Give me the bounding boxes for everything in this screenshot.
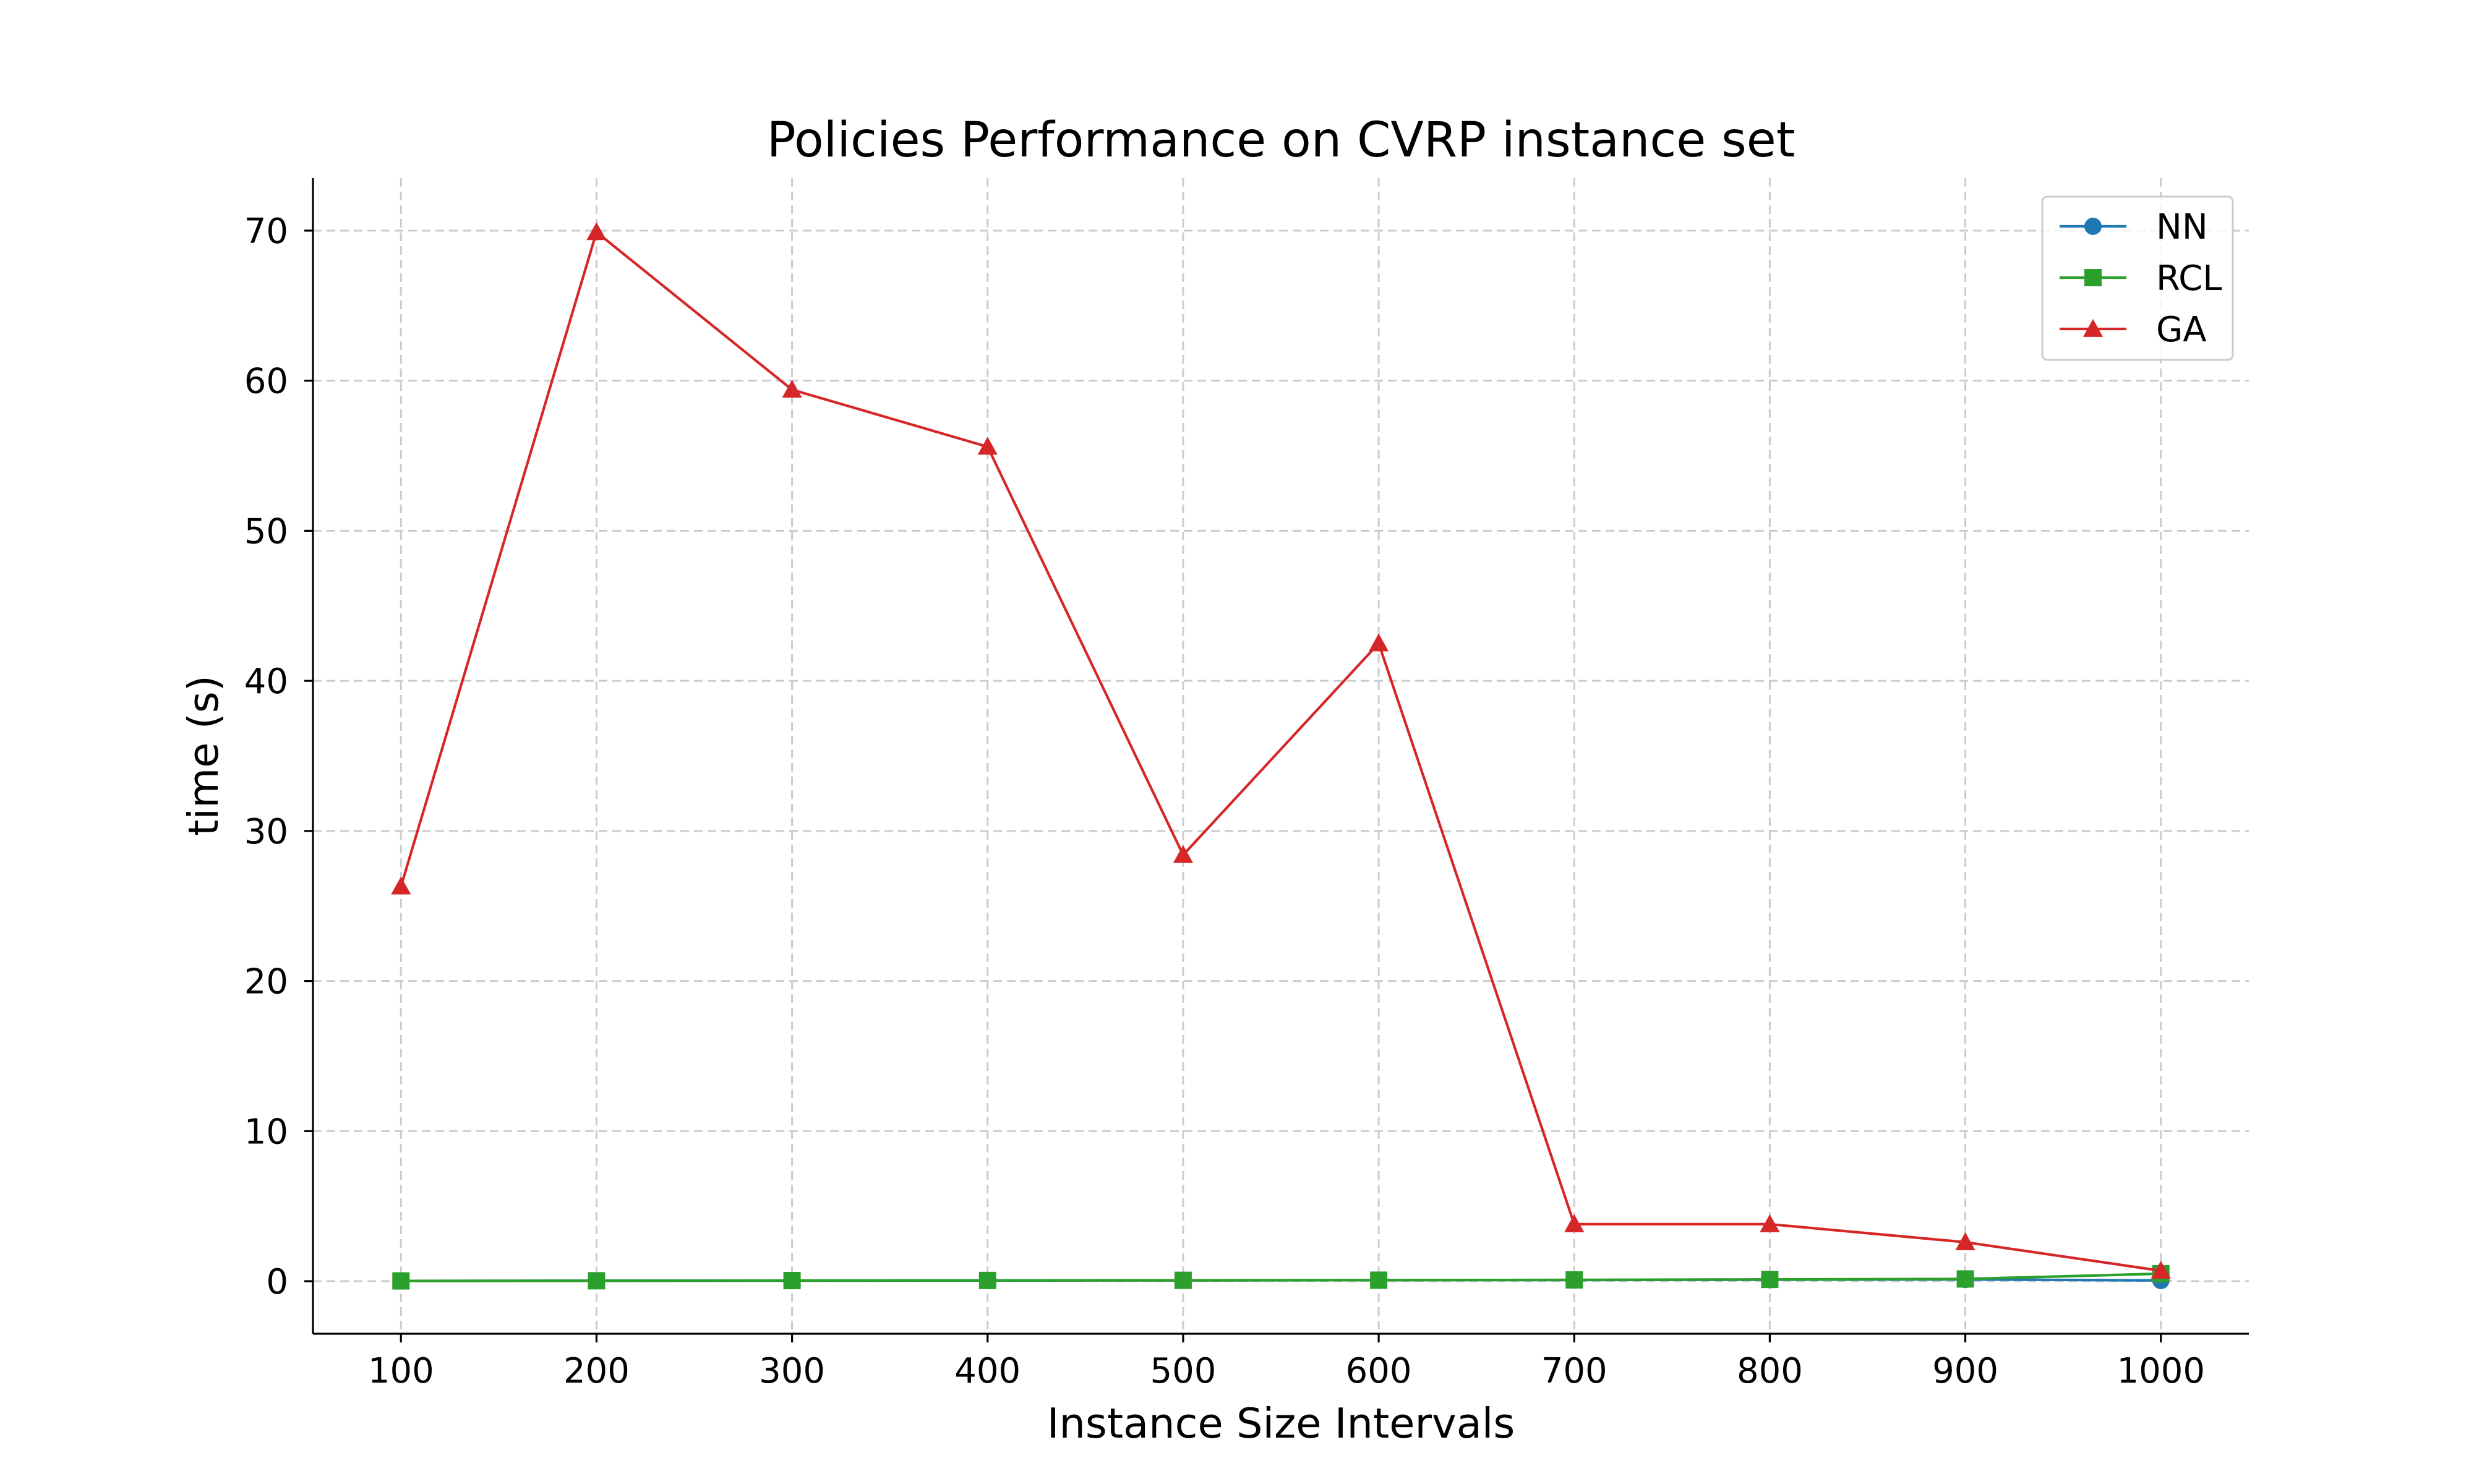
y-tick-label: 70 [244, 211, 288, 252]
series-ga [391, 222, 2171, 1279]
y-tick-label: 0 [266, 1262, 288, 1302]
y-tick-label: 30 [244, 812, 288, 852]
data-point-rcl [588, 1272, 606, 1290]
data-point-rcl [1956, 1270, 1974, 1288]
legend-frame [2041, 195, 2234, 361]
data-point-ga [1368, 633, 1389, 652]
grid [313, 178, 2249, 1334]
legend: NN RCL GA [2041, 195, 2234, 361]
data-point-ga [2151, 1260, 2171, 1279]
x-axis-label: Instance Size Intervals [1047, 1399, 1515, 1448]
data-point-rcl [1565, 1271, 1583, 1289]
x-tick-label: 100 [368, 1351, 434, 1391]
series-line-rcl [401, 1272, 2161, 1282]
data-point-ga [977, 437, 998, 455]
data-point-rcl [783, 1272, 801, 1290]
x-tick-label: 900 [1932, 1351, 1998, 1391]
x-tick-label: 500 [1150, 1351, 1216, 1391]
data-point-ga [1760, 1214, 1780, 1232]
legend-marker-nn [2084, 218, 2102, 235]
y-axis-label: time (s) [179, 675, 228, 836]
x-tick-label: 1000 [2117, 1351, 2205, 1391]
y-tick-label: 20 [244, 962, 288, 1002]
legend-item-nn: NN [2060, 207, 2208, 247]
data-point-rcl [1370, 1271, 1388, 1289]
legend-marker-ga [2082, 318, 2104, 337]
data-point-ga [1564, 1214, 1585, 1232]
data-point-rcl [1174, 1271, 1192, 1289]
axes-spines [312, 178, 2249, 1335]
x-tick-label: 200 [563, 1351, 630, 1391]
x-tick-label: 700 [1541, 1351, 1607, 1391]
legend-label-rcl: RCL [2156, 258, 2222, 299]
legend-label-nn: NN [2156, 207, 2208, 247]
data-point-ga [586, 222, 607, 241]
x-tick-label: 300 [759, 1351, 825, 1391]
data-point-ga [1173, 845, 1194, 863]
x-tick-label: 800 [1737, 1351, 1803, 1391]
y-tick-label: 50 [244, 511, 288, 552]
y-tick-label: 40 [244, 662, 288, 702]
data-series [391, 222, 2171, 1290]
data-point-rcl [1761, 1271, 1779, 1289]
series-line-ga [400, 231, 2162, 1273]
data-point-rcl [978, 1271, 996, 1289]
legend-item-rcl: RCL [2060, 258, 2222, 299]
y-tick-label: 10 [244, 1112, 288, 1152]
data-point-ga [391, 876, 411, 895]
legend-label-ga: GA [2156, 310, 2207, 350]
data-point-ga [782, 380, 802, 398]
ticks: 100 200 300 400 500 600 700 800 900 1000 0 10 20 30 40… [244, 211, 2205, 1391]
data-point-rcl [392, 1272, 410, 1290]
x-tick-label: 400 [954, 1351, 1021, 1391]
legend-marker-rcl [2084, 269, 2102, 286]
chart-title: Policies Performance on CVRP instance se… [767, 113, 1796, 168]
data-point-ga [1955, 1232, 1975, 1250]
series-rcl [392, 1264, 2170, 1290]
y-tick-label: 60 [244, 362, 288, 402]
x-tick-label: 600 [1346, 1351, 1412, 1391]
legend-item-ga: GA [2060, 310, 2207, 350]
